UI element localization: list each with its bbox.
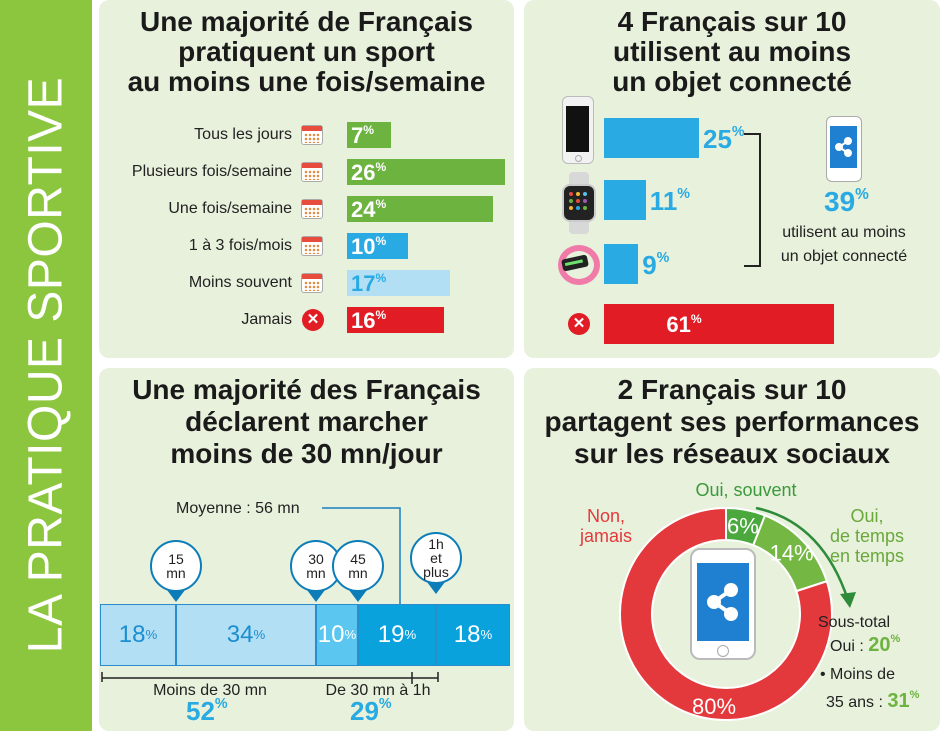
panel-title-line2: utilisent au moins (612, 36, 852, 67)
calendar-icon (301, 199, 323, 219)
frequency-bar (347, 122, 391, 148)
frequency-bar (347, 270, 451, 296)
group2-value: 29% (350, 696, 392, 726)
frequency-bar (347, 159, 505, 185)
label-sometimes-line3: en temps (829, 546, 905, 566)
row-label: Moins souvent (188, 274, 292, 291)
frequency-value: 17% (351, 271, 387, 296)
time-marker-pin: 45 mn (332, 540, 384, 592)
smartphone-icon (562, 96, 594, 164)
object-bar (604, 118, 699, 158)
total-caption-line1: utilisent au moins (782, 224, 906, 241)
panel-title-line3: moins de 30 mn/jour (170, 438, 443, 469)
panel-title-line3: un objet connecté (612, 66, 852, 97)
sidebar: LA PRATIQUE SPORTIVE (0, 0, 92, 731)
slice-never (619, 506, 833, 721)
group1-label: Moins de 30 mn (153, 682, 267, 699)
calendar-icon (301, 125, 323, 145)
average-label: Moyenne : 56 mn (176, 500, 300, 517)
slice-value: 6% (727, 514, 759, 539)
sidebar-title: LA PRATIQUE SPORTIVE (19, 76, 73, 654)
fitness-band-icon (558, 245, 600, 291)
panel-connected-objects: 4 Français sur 10 utilisent au moins un … (524, 0, 940, 358)
panel-title-line3: au moins une fois/semaine (127, 66, 486, 97)
label-sometimes-line2: de temps (829, 526, 905, 546)
label-never-line1: Non, (586, 506, 626, 526)
sometimes-arrow (755, 506, 856, 608)
pin-tail (349, 590, 367, 602)
panel-title-line3: sur les réseaux sociaux (574, 438, 890, 469)
frequency-bar (347, 233, 408, 259)
group2-label: De 30 mn à 1h (325, 682, 431, 699)
none-value: 61% (666, 312, 702, 337)
bullet-label2: 35 ans : 31% (826, 689, 920, 712)
walking-segment: 18% (436, 604, 510, 666)
object-bar (604, 244, 639, 284)
frequency-bar (347, 307, 445, 333)
total-bracket (744, 133, 761, 267)
bullet-label1: • Moins de (820, 666, 895, 683)
time-marker-pin: 1h et plus (410, 532, 462, 584)
panel-title-line1: Une majorité des Français (132, 374, 481, 405)
row-label: 1 à 3 fois/mois (188, 237, 292, 254)
walking-segment: 18% (100, 604, 176, 666)
slice-value: 80% (692, 694, 736, 719)
label-often: Oui, souvent (695, 480, 797, 500)
group-brackets (101, 672, 439, 684)
group1-value: 52% (186, 696, 228, 726)
row-label: Plusieurs fois/semaine (131, 163, 292, 180)
object-value: 11% (649, 186, 691, 216)
pin-tail (427, 582, 445, 594)
panel-sport-frequency: Une majorité de Français pratiquent un s… (99, 0, 514, 358)
subtotal-label: Sous-total (818, 614, 891, 631)
pin-tail (307, 590, 325, 602)
label-never-line2: jamais (579, 526, 632, 546)
smartwatch-icon (562, 172, 596, 234)
frequency-bar (347, 196, 493, 222)
object-bar (604, 180, 646, 220)
frequency-value: 24% (351, 197, 387, 222)
none-bar (604, 304, 834, 344)
walking-segment: 19% (358, 604, 436, 666)
average-line (322, 507, 401, 604)
object-value: 25% (703, 124, 745, 154)
label-sometimes-line1: Oui, (850, 506, 884, 526)
pin-tail (167, 590, 185, 602)
calendar-icon (301, 273, 323, 293)
total-caption-line2: un objet connecté (780, 248, 908, 265)
total-value: 39% (824, 186, 869, 217)
slice-value: 14% (770, 540, 814, 565)
panel-title-line1: 4 Français sur 10 (617, 6, 847, 37)
frequency-value: 26% (351, 160, 387, 185)
calendar-icon (301, 236, 323, 256)
donut-phone-icon (690, 548, 756, 660)
panel-title-line2: partagent ses performances (544, 406, 920, 437)
row-label: Jamais (241, 311, 292, 328)
subtotal-label2: Oui : 20% (830, 633, 901, 656)
none-x-icon: ✕ (568, 313, 590, 335)
frequency-value: 10% (351, 234, 387, 259)
row-label: Une fois/semaine (168, 200, 292, 217)
row-label: Tous les jours (194, 126, 292, 143)
share-icon (835, 137, 852, 157)
time-marker-pin: 15 mn (150, 540, 202, 592)
panel-title-line2: pratiquent un sport (178, 36, 435, 67)
frequency-value: 7% (351, 123, 375, 148)
sharing-donut-chart: 6% 14% 80% (619, 506, 833, 721)
panel-title-line1: Une majorité de Français (139, 6, 473, 37)
x-icon: ✕ (302, 309, 324, 331)
share-icon (707, 583, 738, 621)
calendar-icon (301, 162, 323, 182)
walking-segment: 34% (176, 604, 316, 666)
share-phone-icon (826, 116, 862, 182)
walking-segment: 10% (316, 604, 358, 666)
panel-title-line2: déclarent marcher (185, 406, 428, 437)
object-value: 9% (642, 250, 670, 280)
frequency-value: 16% (351, 308, 387, 333)
panel-title-line1: 2 Français sur 10 (617, 374, 847, 405)
